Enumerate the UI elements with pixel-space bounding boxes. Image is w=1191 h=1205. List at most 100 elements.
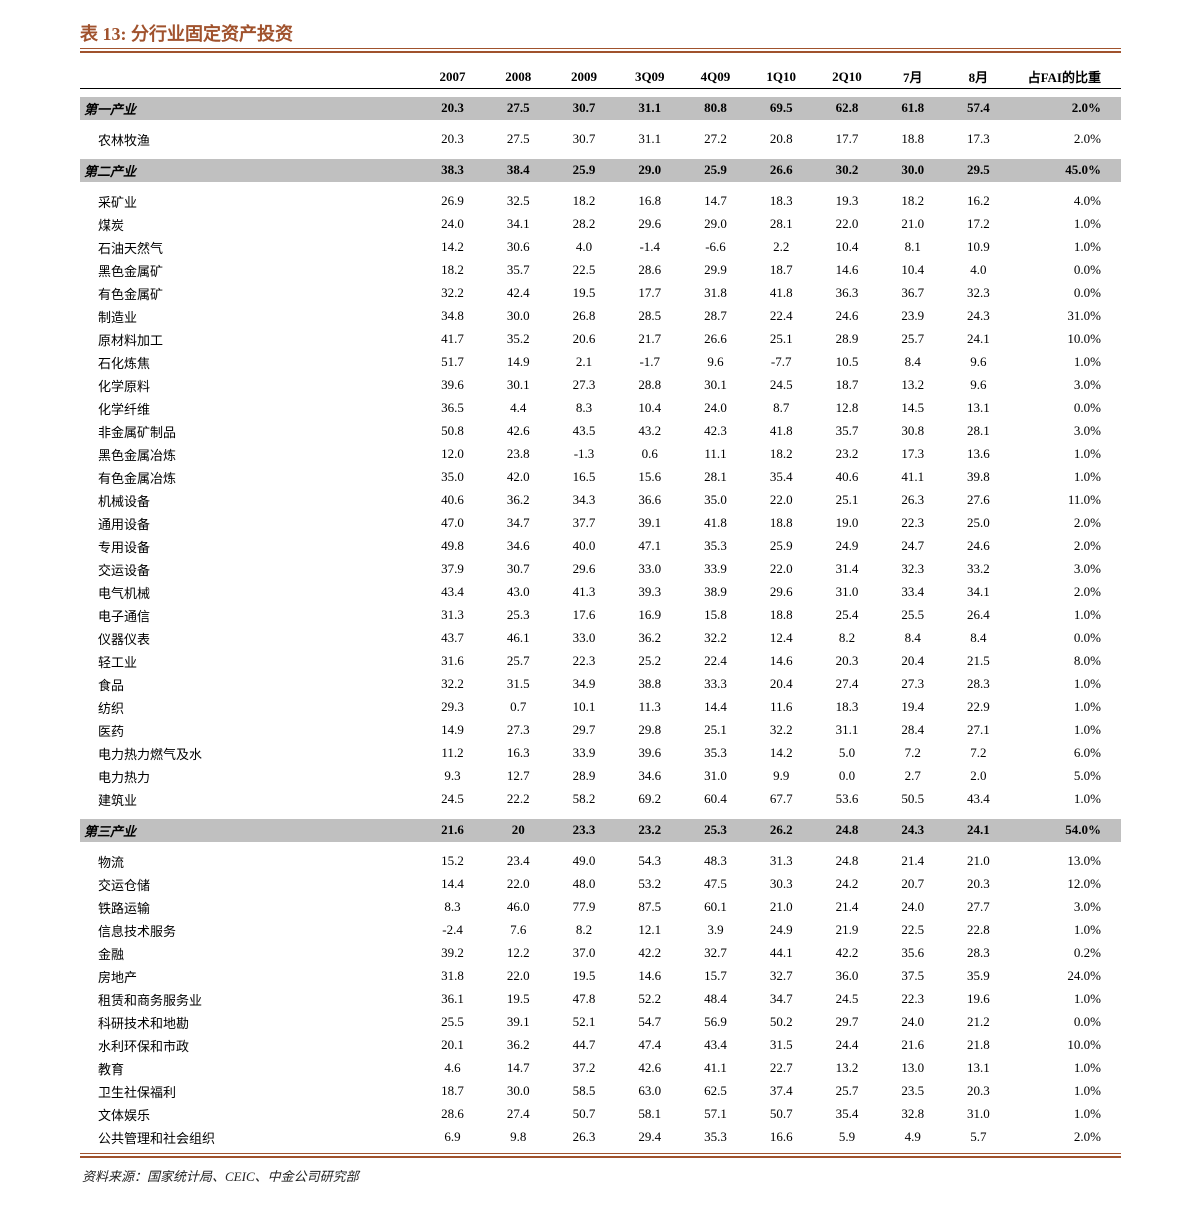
- row-label: 仪器仪表: [80, 627, 420, 650]
- row-value: 30.2: [814, 159, 880, 182]
- table-row: 有色金属矿32.242.419.517.731.841.836.336.732.…: [80, 282, 1121, 305]
- row-value: 27.3: [551, 374, 617, 397]
- row-label: 制造业: [80, 305, 420, 328]
- row-label: 电力热力: [80, 765, 420, 788]
- row-value: 42.3: [683, 420, 749, 443]
- row-value: 40.6: [814, 466, 880, 489]
- row-value: 43.4: [420, 581, 486, 604]
- table-row: 电力热力9.312.728.934.631.09.90.02.72.05.0%: [80, 765, 1121, 788]
- row-value: 24.8: [814, 819, 880, 842]
- row-value: 31.4: [814, 558, 880, 581]
- table-row: 科研技术和地勘25.539.152.154.756.950.229.724.02…: [80, 1011, 1121, 1034]
- row-pct: 10.0%: [1011, 1034, 1121, 1057]
- row-label: 交运设备: [80, 558, 420, 581]
- row-value: 18.2: [551, 190, 617, 213]
- row-value: 35.7: [485, 259, 551, 282]
- row-value: 33.2: [946, 558, 1012, 581]
- row-pct: 1.0%: [1011, 696, 1121, 719]
- row-value: 42.0: [485, 466, 551, 489]
- row-value: 19.5: [551, 965, 617, 988]
- row-value: 6.9: [420, 1126, 486, 1149]
- row-value: 32.2: [683, 627, 749, 650]
- row-value: 8.3: [420, 896, 486, 919]
- row-value: 23.4: [485, 850, 551, 873]
- row-value: 63.0: [617, 1080, 683, 1103]
- row-value: 34.9: [551, 673, 617, 696]
- row-value: 69.2: [617, 788, 683, 811]
- row-value: 77.9: [551, 896, 617, 919]
- row-value: 27.2: [683, 128, 749, 151]
- row-value: 8.2: [551, 919, 617, 942]
- row-pct: 1.0%: [1011, 236, 1121, 259]
- row-value: 29.5: [946, 159, 1012, 182]
- row-label: 化学纤维: [80, 397, 420, 420]
- row-value: 9.9: [748, 765, 814, 788]
- row-value: 42.6: [485, 420, 551, 443]
- row-pct: 1.0%: [1011, 604, 1121, 627]
- row-value: 35.7: [814, 420, 880, 443]
- row-value: 27.4: [814, 673, 880, 696]
- row-value: 34.6: [485, 535, 551, 558]
- row-value: 25.1: [748, 328, 814, 351]
- row-label: 公共管理和社会组织: [80, 1126, 420, 1149]
- row-value: 48.4: [683, 988, 749, 1011]
- row-value: 20.4: [748, 673, 814, 696]
- row-pct: 54.0%: [1011, 819, 1121, 842]
- row-value: 26.2: [748, 819, 814, 842]
- table-row: 化学纤维36.54.48.310.424.08.712.814.513.10.0…: [80, 397, 1121, 420]
- table-row: 采矿业26.932.518.216.814.718.319.318.216.24…: [80, 190, 1121, 213]
- row-pct: 3.0%: [1011, 374, 1121, 397]
- row-label: 石化炼焦: [80, 351, 420, 374]
- row-label: 电子通信: [80, 604, 420, 627]
- row-value: -2.4: [420, 919, 486, 942]
- row-value: 43.4: [946, 788, 1012, 811]
- row-value: 43.5: [551, 420, 617, 443]
- row-value: 40.0: [551, 535, 617, 558]
- row-pct: 0.2%: [1011, 942, 1121, 965]
- table-header-row: 2007200820093Q094Q091Q102Q107月8月占FAI的比重: [80, 65, 1121, 89]
- row-pct: 31.0%: [1011, 305, 1121, 328]
- row-value: 28.1: [748, 213, 814, 236]
- row-value: 61.8: [880, 97, 946, 120]
- row-value: 31.0: [683, 765, 749, 788]
- row-value: 36.7: [880, 282, 946, 305]
- table-row: 铁路运输8.346.077.987.560.121.021.424.027.73…: [80, 896, 1121, 919]
- row-label: 水利环保和市政: [80, 1034, 420, 1057]
- table-row: 石油天然气14.230.64.0-1.4-6.62.210.48.110.91.…: [80, 236, 1121, 259]
- row-value: 27.1: [946, 719, 1012, 742]
- row-value: 33.0: [617, 558, 683, 581]
- row-value: 62.5: [683, 1080, 749, 1103]
- row-value: 44.7: [551, 1034, 617, 1057]
- row-value: 19.6: [946, 988, 1012, 1011]
- row-value: 24.3: [946, 305, 1012, 328]
- row-pct: 2.0%: [1011, 128, 1121, 151]
- row-value: 25.7: [485, 650, 551, 673]
- row-value: 47.4: [617, 1034, 683, 1057]
- row-label: 机械设备: [80, 489, 420, 512]
- table-row: 食品32.231.534.938.833.320.427.427.328.31.…: [80, 673, 1121, 696]
- row-value: 20.3: [946, 1080, 1012, 1103]
- row-value: 27.5: [485, 128, 551, 151]
- table-row: 教育4.614.737.242.641.122.713.213.013.11.0…: [80, 1057, 1121, 1080]
- row-value: 23.5: [880, 1080, 946, 1103]
- row-value: 19.5: [551, 282, 617, 305]
- row-value: 13.1: [946, 397, 1012, 420]
- row-label: 第二产业: [80, 159, 420, 182]
- row-value: 11.1: [683, 443, 749, 466]
- row-pct: 1.0%: [1011, 466, 1121, 489]
- row-value: 33.9: [683, 558, 749, 581]
- row-pct: 3.0%: [1011, 558, 1121, 581]
- table-row: 电气机械43.443.041.339.338.929.631.033.434.1…: [80, 581, 1121, 604]
- row-value: 38.4: [485, 159, 551, 182]
- row-value: 28.5: [617, 305, 683, 328]
- row-value: 17.3: [880, 443, 946, 466]
- row-value: 32.3: [946, 282, 1012, 305]
- row-value: 21.6: [420, 819, 486, 842]
- row-value: 53.2: [617, 873, 683, 896]
- row-value: 24.8: [814, 850, 880, 873]
- row-value: 22.2: [485, 788, 551, 811]
- row-value: 17.2: [946, 213, 1012, 236]
- row-value: 22.3: [880, 988, 946, 1011]
- row-value: 21.2: [946, 1011, 1012, 1034]
- row-value: 24.5: [814, 988, 880, 1011]
